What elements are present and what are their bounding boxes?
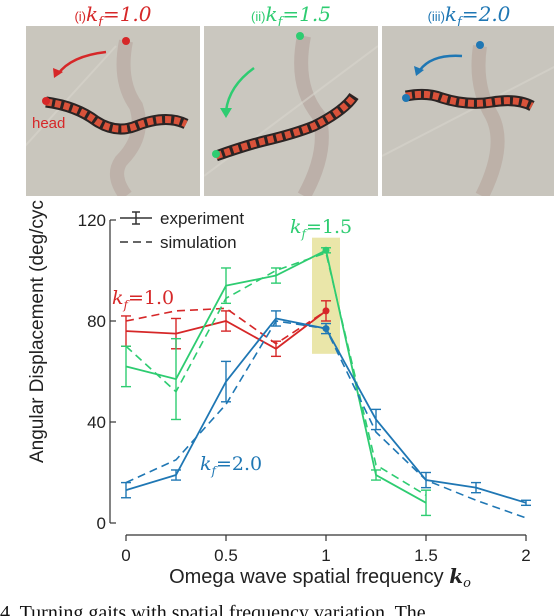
annotation-kf=1.0: kf=1.0 — [112, 287, 174, 312]
marker-point — [322, 246, 330, 254]
angular-displacement-chart: Angular Displacement (deg/cycle) Omega w… — [27, 200, 531, 591]
snake-photo-1: head — [26, 26, 200, 196]
annotation-kf=1.5: kf=1.5 — [290, 216, 352, 241]
simulation-line — [125, 307, 327, 345]
photo-panel-3: (iii)kf=2.0 — [382, 0, 554, 200]
snake-photo-2 — [204, 26, 378, 196]
legend: experiment simulation — [120, 209, 244, 252]
panel-kf-3: kf=2.0 — [444, 2, 511, 30]
panel-roman-1: (i) — [74, 9, 87, 24]
panel-label-2: (ii)kf=1.5 — [204, 2, 378, 30]
head-label: head — [32, 115, 65, 132]
axes-layer: Angular Displacement (deg/cycle) Omega w… — [27, 200, 531, 591]
x-tick-label: 2 — [521, 546, 530, 565]
panel-label-1: (i)kf=1.0 — [26, 2, 200, 30]
photo-row: (i)kf=1.0 head (ii)kf=1.5 — [0, 0, 554, 200]
panel-label-3: (iii)kf=2.0 — [382, 2, 554, 30]
y-tick-label: 120 — [78, 211, 106, 230]
marker-point — [322, 307, 330, 315]
annotation-kf=2.0: kf=2.0 — [200, 453, 262, 478]
series-kf=1.5 — [121, 246, 431, 517]
series-kf=1.0 — [121, 300, 331, 358]
figure-caption: 4. Turning gaits with spatial frequency … — [0, 602, 426, 616]
y-axis-label: Angular Displacement (deg/cycle) — [27, 200, 48, 463]
photo-panel-1: (i)kf=1.0 head — [26, 0, 200, 200]
x-tick-label: 0 — [121, 546, 130, 565]
x-axis-label: Omega wave spatial frequency ko — [169, 564, 471, 591]
plot-layer — [121, 237, 531, 519]
panel-roman-3: (iii) — [427, 9, 445, 24]
panel-kf-2: kf=1.5 — [265, 2, 331, 30]
panel-roman-2: (ii) — [251, 9, 266, 24]
series-kf=2.0 — [121, 310, 531, 519]
panel-kf-1: kf=1.0 — [86, 2, 152, 30]
y-tick-label: 40 — [87, 413, 106, 432]
y-tick-label: 0 — [97, 514, 106, 533]
x-tick-label: 1.5 — [414, 546, 438, 565]
x-tick-label: 1 — [321, 546, 330, 565]
marker-point — [322, 325, 330, 333]
y-tick-label: 80 — [87, 312, 106, 331]
legend-simulation-label: simulation — [160, 233, 237, 252]
photo-panel-2: (ii)kf=1.5 — [204, 0, 378, 200]
x-tick-label: 0.5 — [214, 546, 238, 565]
legend-experiment-label: experiment — [160, 209, 244, 228]
snake-photo-3 — [382, 26, 554, 196]
